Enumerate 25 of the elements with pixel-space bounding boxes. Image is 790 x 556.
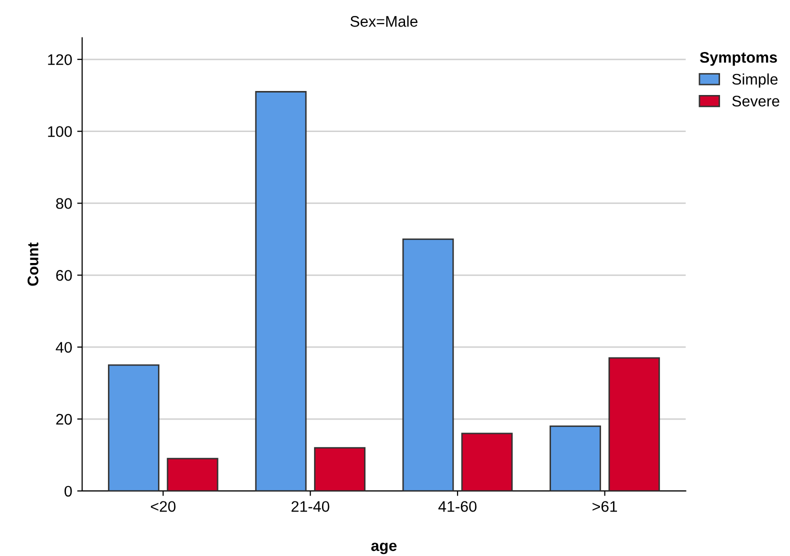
y-tick-label: 100 (48, 126, 72, 137)
y-tick-label: 40 (56, 342, 72, 353)
x-tick-label: >61 (592, 501, 617, 512)
bar (255, 91, 307, 491)
x-tick-label: 41-60 (438, 501, 476, 512)
bar (402, 238, 454, 491)
legend-label: Severe (732, 96, 780, 107)
x-tick-label: <20 (150, 501, 176, 512)
y-tick-label: 120 (48, 54, 72, 66)
chart-title: Sex=Male (350, 16, 418, 27)
x-axis-title: age (371, 542, 397, 554)
y-tick-label: 0 (64, 486, 72, 497)
y-tick-label: 60 (56, 270, 72, 281)
bar (550, 426, 602, 491)
y-axis-title: Count (28, 242, 38, 286)
bar (166, 458, 218, 491)
bar (314, 447, 366, 491)
bar (108, 364, 160, 491)
legend-label: Simple (732, 73, 778, 88)
bar (608, 357, 660, 491)
y-tick-label: 80 (56, 198, 72, 209)
y-tick-label: 20 (56, 414, 72, 425)
legend-title: Symptoms (700, 52, 777, 66)
bar (461, 432, 513, 491)
x-tick-label: 21-40 (292, 501, 330, 512)
